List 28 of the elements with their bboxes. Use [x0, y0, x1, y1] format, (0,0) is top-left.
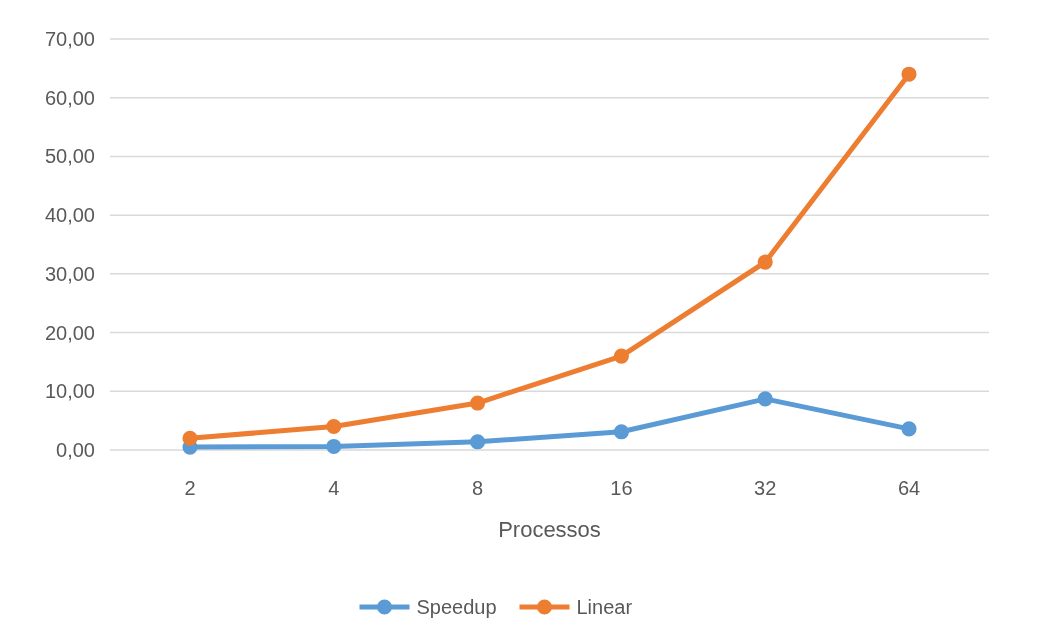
y-tick-label: 50,00 — [44, 145, 95, 168]
legend-label: Linear — [576, 596, 633, 618]
y-tick-label: 0,00 — [56, 439, 95, 461]
y-tick-label: 60,00 — [44, 86, 95, 109]
point — [757, 254, 773, 270]
point — [470, 395, 486, 411]
y-tick-label: 10,00 — [44, 380, 95, 403]
x-tick-label: 8 — [472, 477, 484, 499]
legend-label: Speedup — [416, 596, 497, 618]
x-tick-label: 32 — [754, 477, 777, 499]
y-tick-label: 30,00 — [44, 262, 95, 285]
x-tick-label: 2 — [184, 477, 196, 499]
point — [182, 430, 198, 446]
point — [901, 421, 917, 437]
point — [326, 418, 342, 435]
point — [613, 424, 629, 440]
point — [757, 391, 773, 407]
x-axis-title: Processos — [498, 517, 601, 542]
x-tick-label: 64 — [897, 477, 921, 499]
point — [613, 348, 629, 364]
y-tick-label: 40,00 — [44, 204, 95, 227]
point — [326, 438, 342, 455]
y-tick-label: 20,00 — [44, 321, 95, 344]
x-tick-label: 16 — [610, 477, 633, 499]
y-tick-label: 70,00 — [44, 28, 95, 50]
point — [470, 434, 486, 450]
x-tick-label: 4 — [328, 477, 340, 499]
point — [901, 66, 917, 82]
